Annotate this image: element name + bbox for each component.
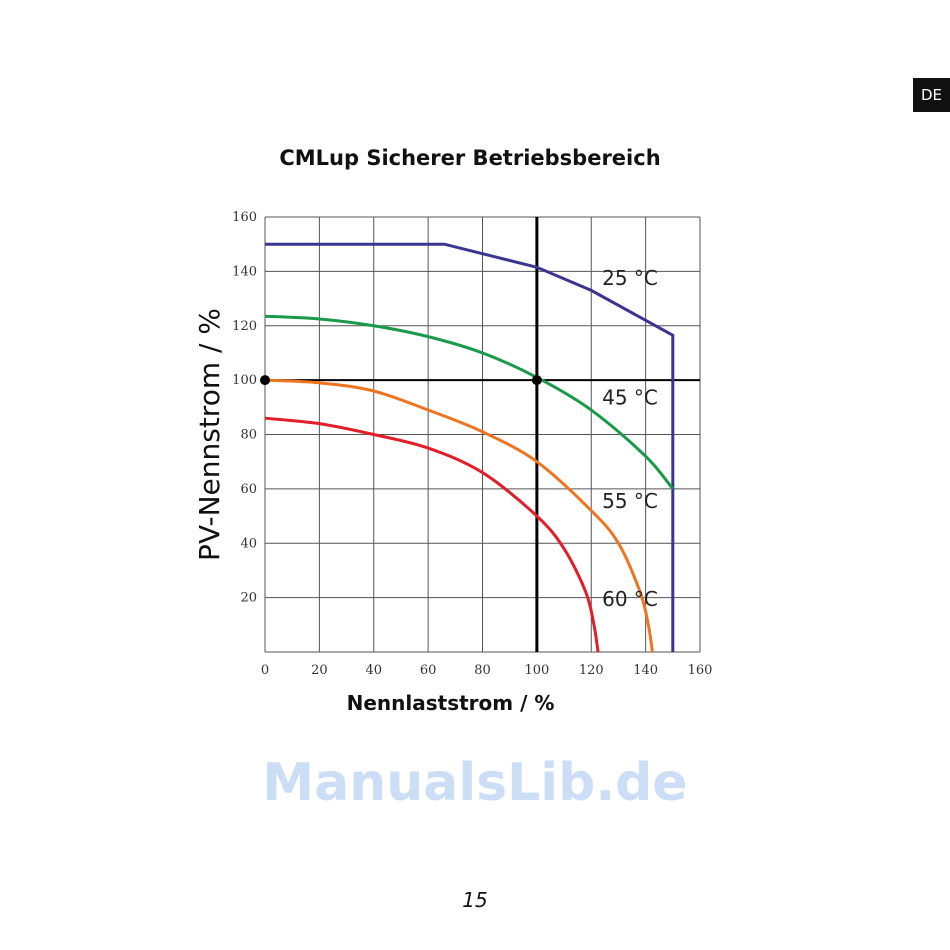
x-tick-label: 80 [474,663,491,678]
y-tick-label: 20 [240,591,257,606]
series-label: 25 °C [602,266,658,290]
y-tick-label: 140 [232,264,257,279]
x-tick-label: 40 [365,663,382,678]
data-marker [531,375,542,386]
page-number: 15 [462,888,488,912]
data-marker [260,375,270,386]
series-line [264,314,674,490]
x-tick-label: 0 [261,663,269,678]
y-tick-label: 100 [232,373,257,388]
series-label: 60 °C [602,587,658,611]
x-tick-label: 100 [524,663,549,678]
y-tick-label: 160 [232,210,257,225]
series-line [264,378,654,653]
y-tick-label: 40 [240,536,257,551]
x-axis-label: Nennlaststrom / % [347,691,555,715]
watermark: ManualsLib.de [262,753,687,813]
y-tick-label: 120 [232,319,257,334]
y-tick-label: 60 [240,482,257,497]
series-label: 45 °C [602,386,658,410]
x-tick-label: 160 [688,663,713,678]
x-tick-label: 140 [633,663,658,678]
x-tick-label: 20 [311,663,328,678]
series-line [265,242,675,652]
y-tick-label: 80 [240,428,257,443]
chart-title: CMLup Sicherer Betriebsbereich [279,146,661,170]
language-badge: DE [913,78,950,112]
y-axis-label: PV-Nennstrom / % [193,308,226,561]
x-tick-label: 120 [579,663,604,678]
x-tick-label: 60 [420,663,437,678]
series-label: 55 °C [602,489,658,513]
series-line [264,416,600,653]
